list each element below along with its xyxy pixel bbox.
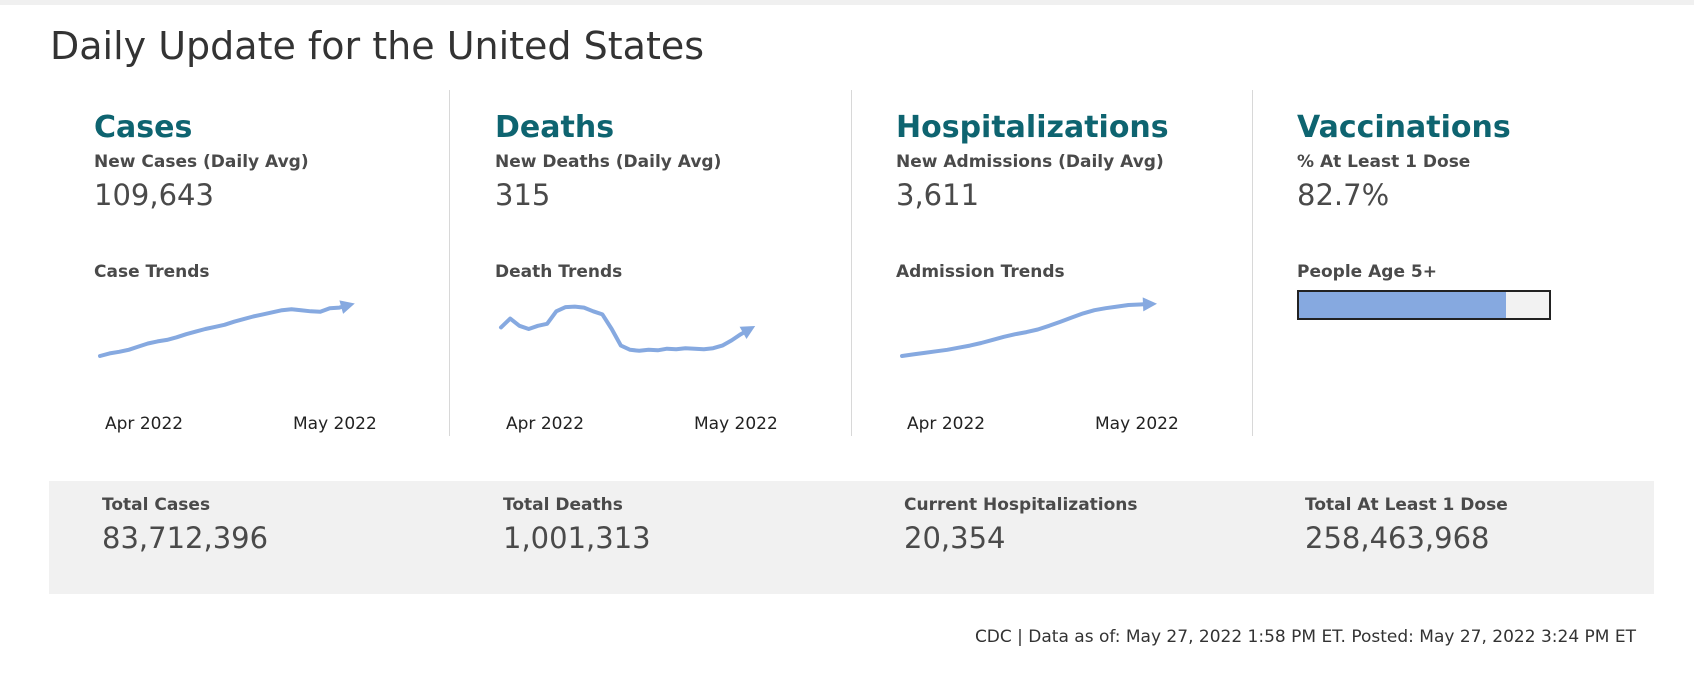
admissions-trend-line <box>900 302 1153 358</box>
current-hospitalizations-block: Current Hospitalizations 20,354 <box>904 495 1138 555</box>
total-cases-label: Total Cases <box>102 495 211 515</box>
hospitalizations-title: Hospitalizations <box>896 110 1169 145</box>
death-trends-axis-end: May 2022 <box>694 414 778 434</box>
people-age-label: People Age 5+ <box>1297 262 1437 282</box>
new-cases-label: New Cases (Daily Avg) <box>94 152 309 172</box>
total-doses-block: Total At Least 1 Dose 258,463,968 <box>1305 495 1508 555</box>
cases-panel: Cases New Cases (Daily Avg) 109,643 Case… <box>50 90 450 436</box>
death-trends-axis-start: Apr 2022 <box>506 414 585 434</box>
total-deaths-value: 1,001,313 <box>503 521 651 555</box>
case-trends-axis-end: May 2022 <box>293 414 377 434</box>
total-doses-value: 258,463,968 <box>1305 521 1490 555</box>
case-trends-label: Case Trends <box>94 262 210 282</box>
admission-trends-sparkline <box>900 297 1157 358</box>
deaths-title: Deaths <box>495 110 615 145</box>
case-trends-axis-start: Apr 2022 <box>105 414 184 434</box>
case-trends-sparkline <box>98 300 355 358</box>
admissions-trend-arrowhead <box>1142 297 1157 312</box>
dose-progress-bar <box>1297 290 1551 320</box>
new-admissions-label: New Admissions (Daily Avg) <box>896 152 1164 172</box>
page-title: Daily Update for the United States <box>50 24 705 68</box>
admission-trends-label: Admission Trends <box>896 262 1065 282</box>
deaths-panel: Deaths New Deaths (Daily Avg) 315 Death … <box>451 90 851 436</box>
total-cases-block: Total Cases 83,712,396 <box>102 495 268 555</box>
new-cases-value: 109,643 <box>94 178 214 212</box>
totals-band: Total Cases 83,712,396 Total Deaths 1,00… <box>49 481 1654 594</box>
total-deaths-label: Total Deaths <box>503 495 623 515</box>
at-least-one-dose-value: 82.7% <box>1297 178 1390 212</box>
cases-trend-line <box>98 303 351 358</box>
deaths-trend-line <box>499 304 752 353</box>
panel-divider <box>449 90 450 436</box>
footer-data-timestamp: CDC | Data as of: May 27, 2022 1:58 PM E… <box>974 627 1636 647</box>
new-deaths-label: New Deaths (Daily Avg) <box>495 152 722 172</box>
dose-progress-fill <box>1299 292 1506 318</box>
new-admissions-value: 3,611 <box>896 178 980 212</box>
admission-trends-axis-end: May 2022 <box>1095 414 1179 434</box>
total-deaths-block: Total Deaths 1,001,313 <box>503 495 651 555</box>
hospitalizations-panel: Hospitalizations New Admissions (Daily A… <box>852 90 1252 436</box>
vaccinations-title: Vaccinations <box>1297 110 1511 145</box>
at-least-one-dose-label: % At Least 1 Dose <box>1297 152 1471 172</box>
panel-divider <box>1252 90 1253 436</box>
cases-trend-arrowhead <box>339 300 355 314</box>
current-hospitalizations-label: Current Hospitalizations <box>904 495 1138 515</box>
cases-title: Cases <box>94 110 193 145</box>
death-trends-label: Death Trends <box>495 262 623 282</box>
admission-trends-axis-start: Apr 2022 <box>907 414 986 434</box>
new-deaths-value: 315 <box>495 178 551 212</box>
total-cases-value: 83,712,396 <box>102 521 269 555</box>
death-trends-sparkline <box>499 304 756 353</box>
top-bar <box>0 0 1694 5</box>
deaths-trend-arrowhead <box>739 326 756 339</box>
current-hospitalizations-value: 20,354 <box>904 521 1006 555</box>
vaccinations-panel: Vaccinations % At Least 1 Dose 82.7% Peo… <box>1253 90 1653 436</box>
total-doses-label: Total At Least 1 Dose <box>1305 495 1508 515</box>
panel-divider <box>851 90 852 436</box>
